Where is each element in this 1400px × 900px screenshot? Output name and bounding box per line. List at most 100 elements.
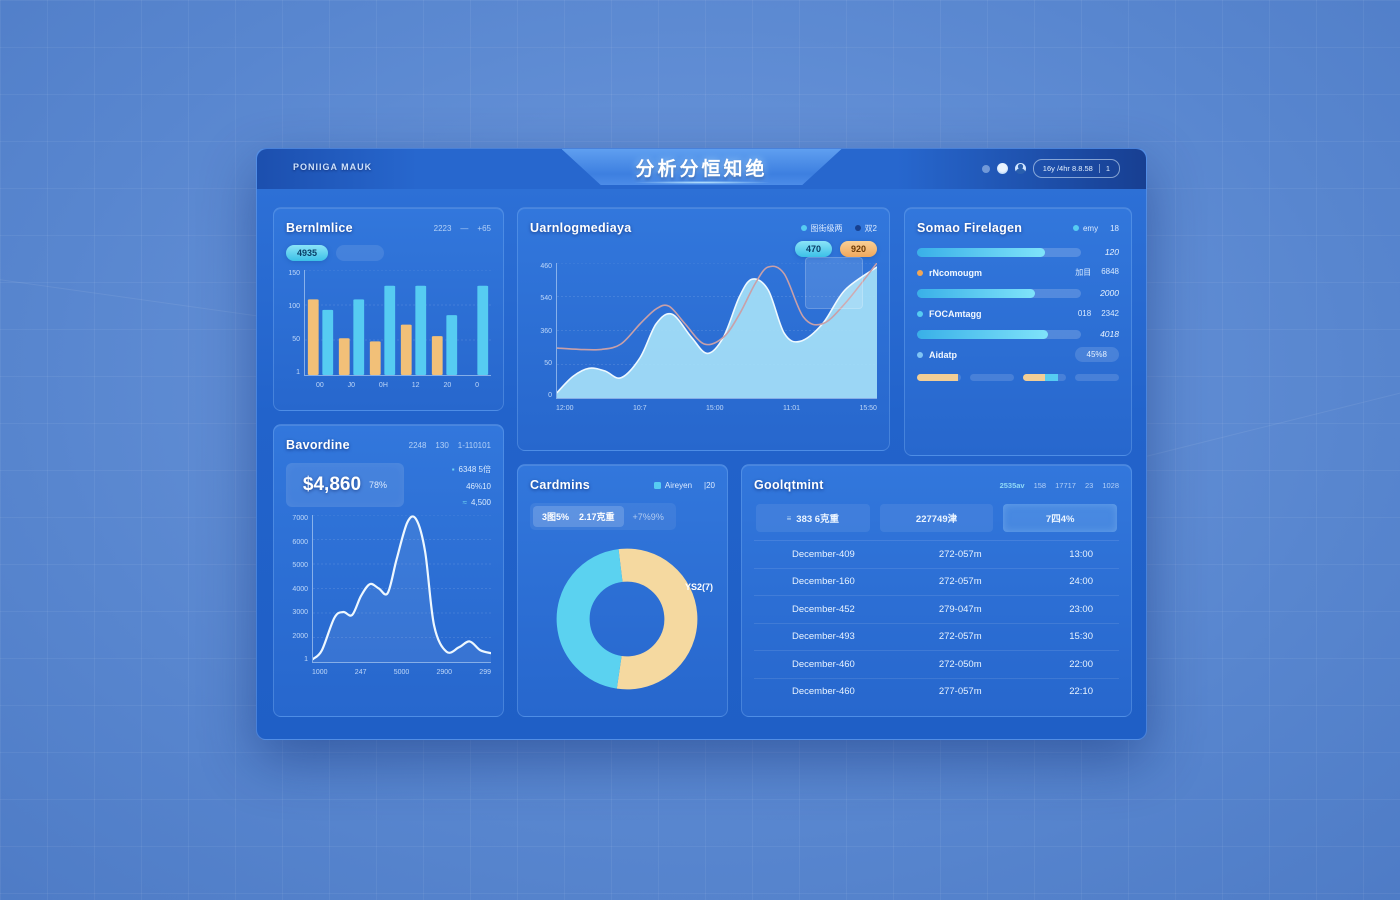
legend-label: 图街级两 xyxy=(810,223,843,233)
table-cell-metric: 272-057m xyxy=(938,631,982,643)
meta-value: 23 xyxy=(1084,480,1094,490)
y-tick: 360 xyxy=(540,327,552,335)
table-cell-time: 15:30 xyxy=(1069,631,1093,643)
service-progress-row: 2000 xyxy=(917,288,1119,298)
donut-chart xyxy=(556,548,698,690)
table-cell-name: December-452 xyxy=(792,603,855,615)
service-value: 018 xyxy=(1077,309,1092,318)
bar-series-a xyxy=(369,341,381,375)
legend-dot-icon xyxy=(800,225,807,231)
title-banner: 分析分恒知绝 xyxy=(561,149,842,185)
meta-value: +65 xyxy=(477,223,491,233)
bar-chart-plot xyxy=(304,270,491,376)
traffic-pill-primary[interactable]: 470 xyxy=(794,241,832,257)
service-items: 120 rNcomougm 加目 6848 2000 FOCAmtagg 018 2342 40… xyxy=(917,247,1119,362)
meta-value: 2223 xyxy=(433,223,452,233)
share-legend-item[interactable]: Aireyen xyxy=(653,481,692,490)
table-row[interactable]: December-452 279-047m 23:00 xyxy=(754,595,1119,623)
segment-active[interactable]: 3图5% 2.17克重 xyxy=(533,506,624,527)
x-tick: 20 xyxy=(443,382,452,389)
table-header-col3[interactable]: 7四4% xyxy=(1003,504,1118,532)
traffic-legend: 图街级两 双2 xyxy=(800,223,877,234)
table-header-col1[interactable]: ≡ 383 6克重 xyxy=(756,504,870,532)
service-name: rNcomougm xyxy=(929,267,983,278)
legend-text: 4,500 xyxy=(470,497,491,507)
filter-pill-inactive[interactable] xyxy=(336,245,385,261)
bar-series-a xyxy=(307,299,319,375)
panel-service: Somao Firelagen emy 18 120 rNcomougm 加目 684… xyxy=(904,207,1132,456)
x-tick: 10:7 xyxy=(632,405,647,412)
bar-chart-y-axis: 150 100 50 1 xyxy=(286,270,304,376)
table-row[interactable]: December-409 272-057m 13:00 xyxy=(754,540,1119,568)
table-cell-time: 23:00 xyxy=(1069,603,1093,615)
table-cell-time: 13:00 xyxy=(1069,548,1093,560)
time-range-suffix: 1 xyxy=(1105,164,1110,173)
panel-performance-title: Bernlmlice xyxy=(286,221,353,235)
table-row[interactable]: December-460 272-050m 22:00 xyxy=(754,650,1119,678)
line-chart-plot xyxy=(312,515,491,663)
table-cell-metric: 272-057m xyxy=(938,548,982,560)
user-avatar-icon[interactable] xyxy=(1014,163,1026,174)
progress-track xyxy=(917,329,1081,339)
bar-series-b xyxy=(322,309,334,375)
revenue-legend: ▪ 6348 5倍 46%10 ≈4,500 xyxy=(452,464,491,507)
service-progress-row: 4018 xyxy=(917,329,1119,339)
bar-series-a xyxy=(338,338,350,375)
table-row[interactable]: December-493 272-057m 15:30 xyxy=(754,622,1119,651)
table-header-label: 383 6克重 xyxy=(796,514,840,525)
square-icon: ▪ xyxy=(451,464,455,474)
panel-table: Goolqtmint 2535av 158 17717 23 1028 ≡ 383 6克… xyxy=(741,464,1132,717)
table-filter-link[interactable]: 2535av xyxy=(999,480,1025,490)
bar-series-b xyxy=(353,299,365,375)
table-cell-time: 22:10 xyxy=(1069,686,1093,698)
progress-track xyxy=(917,247,1081,257)
y-tick: 1 xyxy=(304,656,308,663)
table-header-col2[interactable]: 227749津 xyxy=(879,504,994,532)
y-tick: 150 xyxy=(288,270,300,277)
area-chart-y-axis: 460 540 360 50 0 xyxy=(530,263,556,399)
table-row[interactable]: December-460 277-057m 22:10 xyxy=(754,677,1119,706)
dashboard-header: PONIIGA MAUK 分析分恒知绝 16y /4hr 8.8.58 1 xyxy=(257,149,1146,189)
filter-pill-active[interactable]: 4935 xyxy=(286,245,329,261)
revenue-legend-item: ▪ 6348 5倍 xyxy=(452,464,491,475)
revenue-stat-value: $4,860 xyxy=(302,474,362,495)
mini-progress-segment xyxy=(917,374,959,381)
y-tick: 0 xyxy=(548,392,552,399)
table-cell-metric: 277-057m xyxy=(938,686,982,698)
legend-dot-icon xyxy=(1072,225,1079,231)
panel-traffic-title: Uarnlogmediaya xyxy=(530,221,632,235)
meta-value: 1028 xyxy=(1102,480,1119,490)
y-tick: 50 xyxy=(544,359,552,367)
x-tick: J0 xyxy=(347,382,356,389)
traffic-pill-secondary[interactable]: 920 xyxy=(839,241,877,257)
time-range-chip[interactable]: 16y /4hr 8.8.58 1 xyxy=(1032,159,1120,178)
chip-divider xyxy=(1098,164,1100,173)
table-row[interactable]: December-160 272-057m 24:00 xyxy=(754,567,1119,596)
table-cell-time: 24:00 xyxy=(1069,576,1093,588)
service-pill-button[interactable]: 45%8 xyxy=(1074,347,1119,362)
chart-tooltip xyxy=(805,257,863,309)
legend-square-icon xyxy=(653,481,661,489)
traffic-legend-item[interactable]: 双2 xyxy=(854,223,877,234)
segment-inactive[interactable]: +7%9% xyxy=(632,511,664,522)
progress-value: 120 xyxy=(1104,247,1119,257)
legend-count: |20 xyxy=(704,480,715,490)
x-tick: 15:00 xyxy=(706,405,724,412)
panel-performance: Bernlmlice 2223 — +65 4935 150 100 50 1 00 J… xyxy=(273,207,504,411)
area-chart-plot xyxy=(556,257,877,399)
progress-value: 4018 xyxy=(1100,329,1119,339)
share-legend: Aireyen |20 xyxy=(653,480,715,490)
table-cell-name: December-160 xyxy=(792,576,855,588)
service-name: Aidatp xyxy=(929,349,957,360)
bar-series-b xyxy=(477,285,489,375)
dashboard-window: PONIIGA MAUK 分析分恒知绝 16y /4hr 8.8.58 1 Be… xyxy=(256,148,1147,740)
bell-icon[interactable] xyxy=(996,163,1008,174)
area-chart-x-axis: 12:00 10:7 15:00 11:01 15:50 xyxy=(556,399,877,412)
service-legend-item[interactable]: emy xyxy=(1072,224,1098,233)
service-label-row: Aidatp 45%8 xyxy=(917,347,1119,362)
mini-progress-track xyxy=(969,374,1014,381)
traffic-legend-item[interactable]: 图街级两 xyxy=(800,223,843,234)
x-tick: 00 xyxy=(315,382,324,389)
panel-traffic: Uarnlogmediaya 图街级两 双2 470 920 460 540 360 5… xyxy=(517,207,890,451)
x-tick: 15:50 xyxy=(859,405,877,412)
